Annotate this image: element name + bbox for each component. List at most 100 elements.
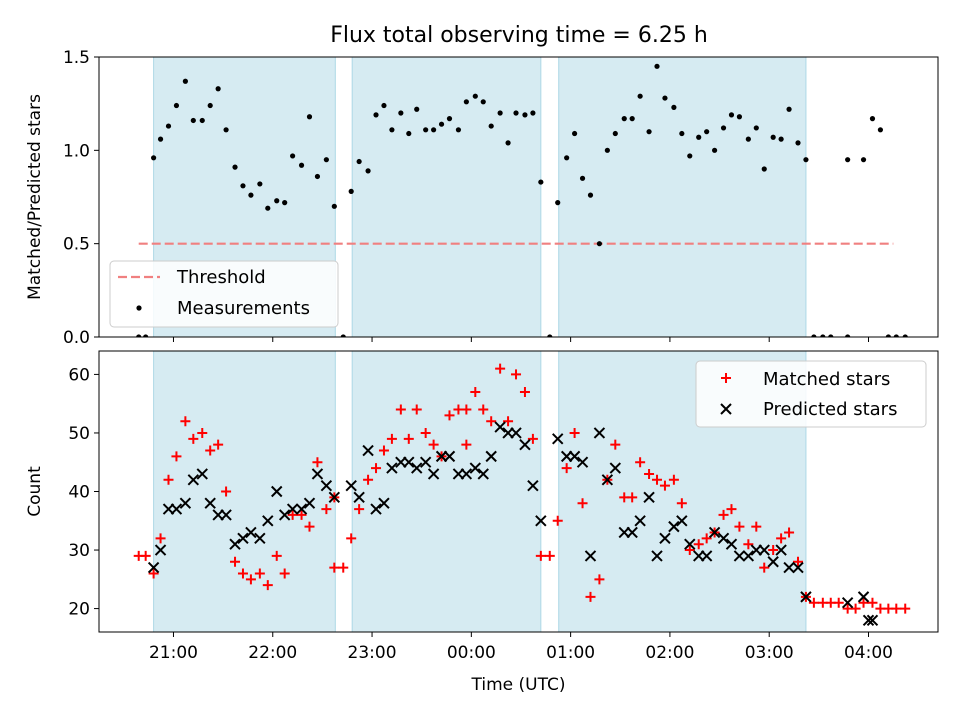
- predicted-point: [792, 561, 804, 574]
- measurement-point: [869, 116, 876, 122]
- measurement-point: [704, 129, 710, 135]
- measurement-point: [423, 127, 429, 133]
- predicted-point: [345, 479, 357, 492]
- matched-point: [776, 533, 787, 544]
- measurement-point: [845, 157, 851, 163]
- matched-point: [594, 574, 605, 585]
- matched-point: [287, 509, 298, 520]
- predicted-point: [237, 532, 249, 545]
- measurement-point: [431, 127, 437, 133]
- plot-area: [133, 351, 911, 632]
- measurement-point: [778, 136, 784, 142]
- predicted-point: [353, 491, 365, 504]
- predicted-point: [295, 503, 308, 515]
- predicted-point: [576, 456, 589, 468]
- predicted-point: [443, 450, 456, 463]
- predicted-point: [494, 421, 506, 433]
- matched-point: [585, 591, 596, 602]
- matched-point: [891, 603, 902, 614]
- matched-point: [768, 545, 779, 556]
- predicted-point: [419, 456, 432, 468]
- predicted-point: [271, 485, 283, 498]
- measurement-point: [472, 93, 478, 99]
- measurement-point: [596, 241, 603, 247]
- matched-point: [569, 427, 580, 438]
- matched-point: [312, 457, 323, 468]
- measurement-point: [564, 155, 570, 161]
- predicted-point: [742, 550, 755, 562]
- matched-point: [444, 410, 455, 421]
- matched-point: [659, 480, 670, 491]
- observing-window-span: [558, 57, 807, 337]
- matched-point: [188, 433, 199, 444]
- matched-point: [237, 568, 248, 579]
- predicted-point: [411, 462, 423, 474]
- legend-box: [695, 360, 927, 428]
- measurement-point: [530, 110, 536, 116]
- legend: Matched stars Predicted stars: [695, 360, 927, 428]
- measurement-point: [136, 334, 142, 337]
- measurement-point: [522, 112, 528, 118]
- matched-point: [900, 603, 911, 614]
- measurement-point: [414, 106, 420, 112]
- matched-point: [635, 457, 646, 468]
- matched-point: [511, 369, 522, 380]
- measurement-point: [232, 164, 238, 170]
- measurement-point: [513, 110, 519, 116]
- measurement-point: [761, 166, 767, 172]
- measurement-point: [207, 102, 213, 109]
- matched-point: [420, 427, 431, 438]
- matched-point: [726, 504, 737, 515]
- predicted-point: [767, 556, 779, 568]
- matched-point: [148, 568, 159, 579]
- measurement-point: [381, 102, 387, 109]
- predicted-point: [684, 538, 696, 550]
- predicted-point: [254, 532, 266, 545]
- predicted-point: [800, 591, 812, 603]
- matched-point: [371, 463, 382, 474]
- predicted-point: [708, 526, 721, 539]
- measurement-point: [629, 116, 635, 122]
- matched-point: [221, 486, 232, 497]
- matched-point: [850, 603, 861, 614]
- predicted-point: [593, 427, 606, 439]
- predicted-point: [311, 468, 324, 480]
- x-axis-label: Time (UTC): [471, 675, 566, 695]
- x-tick-label: 22:00: [248, 643, 297, 663]
- matched-point: [321, 504, 332, 515]
- predicted-point: [519, 438, 531, 451]
- observing-window-span: [351, 351, 542, 632]
- measurement-point: [373, 112, 379, 118]
- predicted-point: [862, 614, 875, 626]
- plot-area: [136, 57, 908, 337]
- matched-point: [140, 550, 151, 561]
- matched-point: [461, 439, 472, 450]
- legend-predicted-swatch: [720, 403, 732, 415]
- measurement-point: [306, 114, 313, 120]
- predicted-point: [609, 462, 622, 474]
- matched-point: [701, 533, 712, 544]
- measurement-point: [820, 334, 826, 337]
- measurement-point: [265, 205, 271, 211]
- matched-point: [743, 539, 754, 550]
- measurement-point: [446, 116, 453, 122]
- predicted-point: [187, 474, 200, 486]
- legend: Threshold Measurements: [109, 260, 339, 328]
- matched-point: [346, 533, 357, 544]
- measurement-point: [637, 93, 643, 99]
- legend-predicted-label: Predicted stars: [763, 399, 897, 420]
- matched-point: [867, 597, 878, 608]
- predicted-point: [403, 456, 415, 468]
- measurement-point: [173, 102, 180, 109]
- predicted-point: [659, 532, 671, 545]
- measurement-point: [538, 179, 544, 185]
- matched-point: [155, 533, 166, 544]
- matched-point: [751, 521, 762, 532]
- predicted-point: [320, 479, 333, 492]
- x-tick-label: 23:00: [348, 643, 397, 663]
- measurement-point: [488, 123, 494, 129]
- measurement-point: [290, 153, 296, 159]
- measurement-point: [579, 175, 586, 181]
- y-tick-label: 0.5: [63, 235, 90, 255]
- matched-point: [684, 545, 695, 556]
